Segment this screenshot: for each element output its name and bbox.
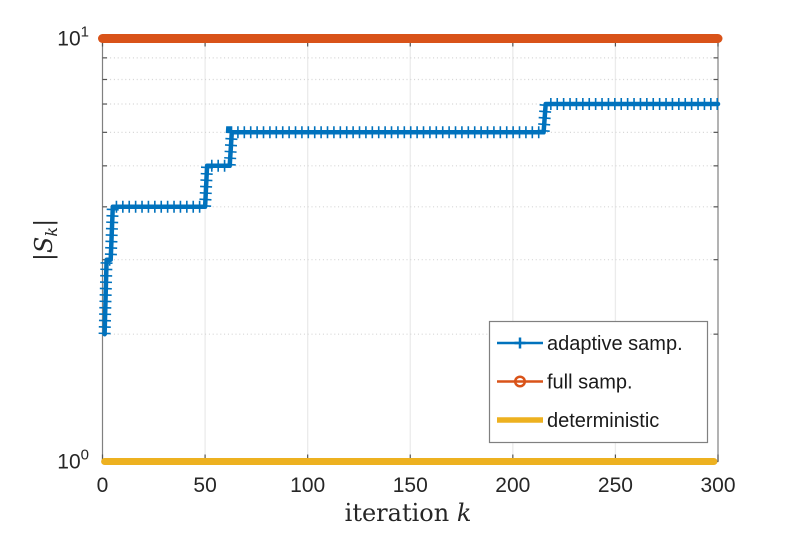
- x-tick-label: 300: [700, 474, 735, 497]
- circle-marker-icon: [513, 375, 527, 388]
- plus-marker-icon: [514, 337, 526, 349]
- legend-label-adaptive-samp: adaptive samp.: [547, 333, 683, 355]
- x-tick-label: 200: [495, 474, 530, 497]
- x-tick-label: 100: [290, 474, 325, 497]
- legend-label-deterministic: deterministic: [547, 410, 659, 432]
- legend-label-full-samp: full samp.: [547, 372, 633, 394]
- y-tick-label: 100: [57, 447, 89, 474]
- x-tick-labels: 0 50 100 150 200 250 300: [97, 474, 736, 497]
- data-series: [98, 34, 723, 465]
- legend-sample-full-samp: [497, 375, 543, 388]
- y-tick-labels: 100 101: [57, 24, 89, 474]
- y-tick-label: 101: [57, 24, 89, 51]
- series-line-adaptive-samp: [102, 101, 721, 337]
- x-tick-label: 0: [97, 474, 109, 497]
- y-axis-label: |Sk|: [30, 219, 61, 261]
- x-tick-label: 150: [393, 474, 428, 497]
- x-tick-label: 250: [598, 474, 633, 497]
- series-markers-adaptive-samp: [98, 98, 718, 335]
- x-tick-label: 50: [193, 474, 216, 497]
- legend: adaptive samp. full samp. deterministic: [488, 320, 709, 444]
- x-axis-label: iteration k: [345, 499, 472, 527]
- legend-sample-adaptive-samp: [497, 337, 543, 349]
